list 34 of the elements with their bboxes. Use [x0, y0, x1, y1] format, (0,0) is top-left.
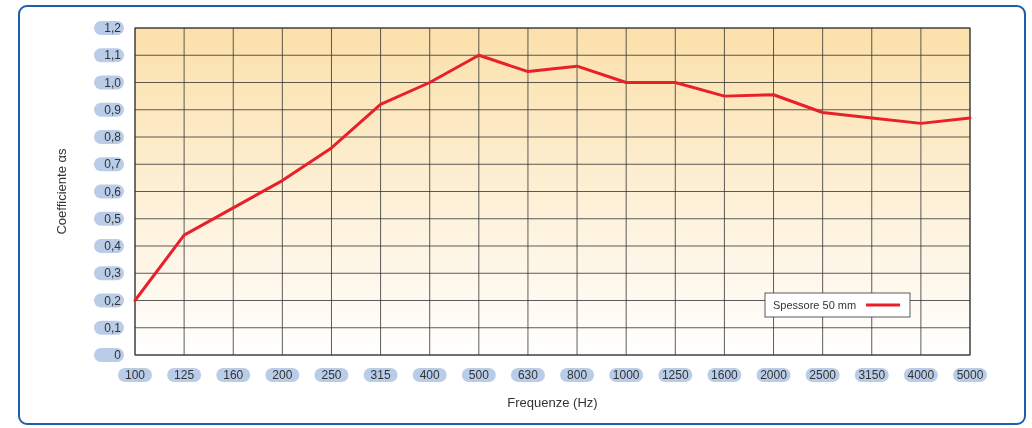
y-tick-label: 0,6: [104, 184, 122, 199]
line-series: [133, 53, 972, 302]
y-tick-label: 1,2: [104, 21, 122, 36]
y-tick-label: 0,5: [104, 211, 122, 226]
y-tick-label: 0,1: [104, 320, 122, 335]
y-tick-label: 0,7: [104, 157, 122, 172]
x-tick-label: 315: [370, 368, 391, 383]
y-tick-label: 0,8: [104, 130, 122, 145]
x-tick-label: 500: [468, 368, 490, 383]
x-tick-label: 160: [223, 368, 244, 383]
legend-label: Spessore 50 mm: [773, 298, 857, 311]
x-tick-label: 2000: [760, 368, 788, 383]
y-axis-title: Coefficiente αs: [54, 147, 69, 235]
x-tick-label: 400: [419, 368, 441, 383]
y-tick-label: 0,4: [104, 239, 122, 254]
x-tick-label: 630: [517, 368, 539, 383]
y-tick-label: 0,9: [104, 102, 122, 117]
x-tick-label: 250: [321, 368, 342, 383]
x-tick-label: 1600: [711, 368, 739, 383]
x-tick-label: 1250: [661, 368, 689, 383]
y-tick-label: 0: [114, 348, 122, 363]
x-tick-label: 125: [174, 368, 195, 383]
y-tick-label: 1,1: [104, 48, 122, 63]
x-tick-label: 1000: [612, 368, 640, 383]
x-tick-label: 4000: [907, 368, 935, 383]
x-tick-label: 2500: [809, 368, 837, 383]
x-tick-label: 200: [272, 368, 293, 383]
y-tick-label: 0,3: [104, 266, 122, 281]
x-tick-label: 800: [567, 368, 588, 383]
x-axis-title: Frequenze (Hz): [507, 395, 598, 410]
x-tick-label: 3150: [858, 368, 886, 383]
y-tick-label: 1,0: [104, 75, 122, 90]
x-tick-label: 100: [124, 368, 146, 383]
y-tick-label: 0,2: [104, 293, 122, 308]
